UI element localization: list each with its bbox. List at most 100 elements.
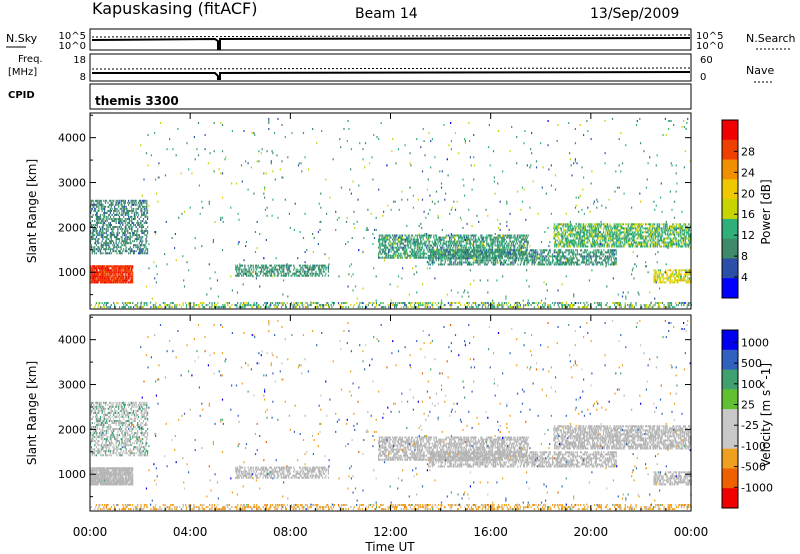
range-cell <box>606 255 608 258</box>
range-cell <box>549 251 551 254</box>
range-cell <box>537 251 539 254</box>
range-cell <box>396 254 398 257</box>
range-cell <box>388 250 390 253</box>
range-cell <box>122 281 124 284</box>
range-cell <box>304 272 306 275</box>
range-cell <box>302 274 304 277</box>
range-cell <box>467 238 469 241</box>
range-cell <box>560 251 562 254</box>
range-cell <box>670 275 672 278</box>
range-cell <box>612 249 614 252</box>
range-cell <box>596 223 598 226</box>
range-cell <box>678 243 680 246</box>
range-cell <box>133 199 135 202</box>
range-cell <box>659 227 661 230</box>
range-cell <box>306 266 308 269</box>
range-cell <box>673 237 675 240</box>
range-cell <box>576 257 578 260</box>
range-cell <box>619 223 621 226</box>
range-cell <box>428 234 430 237</box>
range-cell <box>526 240 528 243</box>
range-cell <box>140 220 142 222</box>
range-cell <box>640 245 643 248</box>
range-cell <box>389 244 391 247</box>
range-cell <box>378 238 380 241</box>
range-cell <box>539 255 541 258</box>
range-cell <box>393 242 395 245</box>
range-cell <box>640 243 642 246</box>
range-cell <box>434 240 436 243</box>
range-cell <box>566 229 568 232</box>
range-cell <box>315 270 317 273</box>
range-cell <box>428 242 430 245</box>
range-cell <box>260 270 263 273</box>
range-cell <box>128 236 130 239</box>
range-cell <box>131 228 133 230</box>
range-cell <box>118 269 121 272</box>
range-cell <box>661 233 663 236</box>
range-cell <box>117 244 119 247</box>
range-cell <box>466 259 469 262</box>
range-cell <box>458 261 460 264</box>
range-cell <box>545 257 547 260</box>
range-cell <box>683 223 685 226</box>
range-cell <box>123 205 125 208</box>
range-cell <box>430 236 432 239</box>
range-cell <box>99 265 102 268</box>
range-cell <box>129 236 131 239</box>
range-cell <box>301 268 303 271</box>
range-cell <box>563 251 565 254</box>
range-cell <box>146 199 148 202</box>
range-cell <box>583 233 585 236</box>
range-cell <box>675 269 677 272</box>
range-cell <box>235 266 237 269</box>
range-cell <box>520 244 523 247</box>
range-cell <box>631 235 633 238</box>
range-cell <box>101 218 103 220</box>
range-cell <box>601 237 603 240</box>
range-cell <box>320 264 322 267</box>
range-cell <box>382 244 384 247</box>
range-cell <box>548 249 550 252</box>
range-cell <box>490 248 492 251</box>
range-cell <box>496 249 498 252</box>
range-cell <box>285 272 287 275</box>
range-cell <box>605 241 607 244</box>
range-cell <box>561 237 563 240</box>
range-cell <box>621 237 624 240</box>
range-cell <box>109 275 111 278</box>
range-cell <box>678 241 680 244</box>
range-cell <box>107 218 109 220</box>
range-cell <box>461 259 463 262</box>
range-cell <box>590 233 592 236</box>
range-cell <box>91 232 93 235</box>
range-cell <box>463 238 466 241</box>
range-cell <box>624 237 626 240</box>
range-cell <box>413 248 415 251</box>
range-cell <box>654 223 656 226</box>
range-cell <box>509 238 511 241</box>
range-cell <box>606 243 608 246</box>
range-cell <box>490 246 492 249</box>
range-cell <box>674 279 677 282</box>
range-cell <box>405 234 407 237</box>
range-cell <box>665 273 667 276</box>
range-cell <box>597 223 599 226</box>
range-cell <box>448 244 450 247</box>
range-cell <box>307 270 309 273</box>
range-cell <box>674 269 677 272</box>
range-cell <box>642 227 644 230</box>
range-cell <box>509 263 512 266</box>
range-cell <box>410 240 412 243</box>
range-cell <box>250 268 253 271</box>
range-cell <box>586 237 588 240</box>
range-cell <box>497 234 499 237</box>
range-cell <box>399 240 401 243</box>
range-cell <box>416 240 418 243</box>
range-cell <box>294 272 296 275</box>
range-cell <box>609 251 612 254</box>
range-cell <box>114 271 116 274</box>
range-cell <box>555 245 557 248</box>
range-cell <box>483 244 485 247</box>
range-cell <box>114 205 116 208</box>
